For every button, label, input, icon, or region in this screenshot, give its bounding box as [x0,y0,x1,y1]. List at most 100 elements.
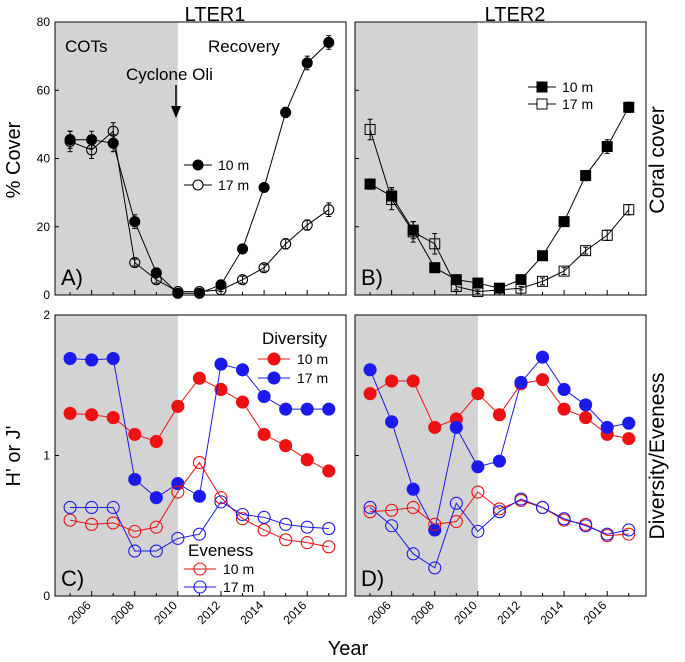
legend-marker-diversity [267,371,281,385]
ytick-label-c: 2 [43,308,50,322]
legend-label-diversity: 17 m [297,370,328,386]
point-a-17-m [107,125,119,137]
panel-label-a: A) [61,265,83,290]
point-a-10-m [236,243,249,255]
xtick-label-d: 2014 [537,598,566,627]
legend-label-b: 10 m [562,79,593,95]
point-b-10-m [580,170,592,182]
point-d-diversity-17-m [471,460,485,474]
point-d-eveness-17-m [363,500,377,515]
point-a-10-m [301,57,313,69]
point-d-diversity-10-m [428,420,442,434]
point-c-diversity-17-m [214,357,228,371]
col-title-lter1: LTER1 [185,4,246,26]
point-d-eveness-10-m [363,505,377,519]
point-d-diversity-17-m [600,420,614,434]
point-d-eveness-10-m [385,503,399,517]
point-c-eveness-10-m [85,517,99,531]
xtick-label-c: 2014 [237,598,266,627]
plot-frame-b [354,21,647,296]
ytick-label-a: 0 [43,288,50,302]
point-a-10-m [280,106,292,118]
ytick-label-a: 20 [37,220,51,234]
ytick-label-a: 60 [37,83,51,97]
annotation-cots: COTs [65,37,108,56]
legend-marker-a [192,159,204,171]
point-b-10-m [623,101,635,113]
plot-frame-d [354,314,647,597]
point-d-diversity-17-m [385,415,399,429]
point-b-17-m [623,204,635,216]
point-a-17-m [236,274,249,286]
legend-label-a: 10 m [218,157,249,173]
point-a-17-m [129,257,141,269]
point-c-eveness-10-m [106,516,120,530]
point-c-diversity-10-m [322,464,336,478]
point-c-diversity-10-m [171,399,185,413]
point-d-eveness-10-m [471,485,485,499]
ytick-label-a: 80 [37,15,51,29]
point-c-diversity-10-m [300,453,314,467]
point-c-eveness-17-m [128,544,142,558]
shade-region-a [55,22,178,295]
legend-marker-b [536,81,548,93]
point-b-17-m [537,275,549,287]
point-c-eveness-10-m [128,524,142,538]
point-d-eveness-10-m [428,517,442,531]
ylabel-diversity: H' or J' [3,426,25,487]
point-d-eveness-10-m [492,502,506,516]
point-b-17-m [364,123,376,135]
point-d-eveness-17-m [600,527,614,541]
xtick-label-d: 2016 [581,598,610,627]
point-d-diversity-10-m [385,374,399,388]
legend-label-eveness: 17 m [223,579,254,595]
xlabel-year: Year [328,638,369,660]
point-d-diversity-10-m [622,432,636,446]
panel-d: 2006 2008 2010 2012 2014 2016 D) [354,314,647,627]
point-a-17-m [86,144,98,156]
legend-label-b: 17 m [562,96,593,112]
ytick-label-c: 0 [43,589,50,603]
point-d-eveness-17-m [622,523,636,537]
point-d-eveness-17-m [385,519,399,533]
legend-marker-a [192,179,204,191]
point-c-diversity-10-m [257,427,271,441]
point-c-diversity-10-m [63,406,77,420]
point-b-17-m [386,193,398,205]
point-a-17-m [172,286,184,298]
point-b-10-m [601,141,613,153]
point-d-eveness-17-m [471,524,485,538]
point-a-10-m [129,216,141,228]
point-d-eveness-17-m [492,505,506,519]
point-c-eveness-17-m [106,500,120,515]
point-a-17-m [280,238,292,250]
point-c-diversity-10-m [85,408,99,422]
point-d-diversity-10-m [579,411,593,425]
side-label-coral-cover: Coral cover [646,106,669,213]
point-c-diversity-17-m [257,389,271,404]
point-d-diversity-10-m [363,387,377,401]
annotation-recovery: Recovery [208,37,280,56]
point-c-eveness-10-m [279,533,293,547]
point-d-eveness-10-m [406,500,420,515]
point-b-17-m [407,226,419,238]
point-a-17-m [301,219,313,231]
side-label-diversity-eveness: Diversity/Eveness [646,373,669,540]
point-a-17-m [258,262,270,274]
point-b-17-m [558,265,570,277]
point-b-17-m [472,286,484,298]
annotation-cyclone-oli: Cyclone Oli [126,65,213,84]
point-b-17-m [429,238,441,250]
xtick-label-d: 2012 [494,598,523,627]
xtick-label-c: 2012 [194,598,223,627]
point-c-diversity-10-m [106,411,120,425]
point-b-17-m [580,245,592,257]
point-b-10-m [364,178,376,190]
point-d-eveness-17-m [428,561,442,575]
ytick-label-a: 40 [37,152,51,166]
point-d-diversity-17-m [492,454,506,468]
point-c-diversity-10-m [149,434,163,449]
point-d-eveness-17-m [557,512,571,526]
legend-title-eveness: Eveness [188,541,253,560]
